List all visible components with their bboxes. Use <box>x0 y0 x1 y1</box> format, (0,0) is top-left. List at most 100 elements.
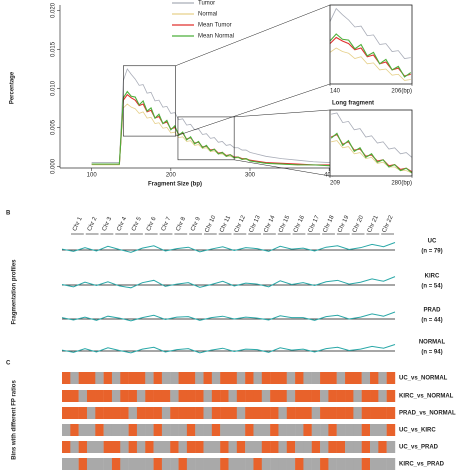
heat-cell <box>345 458 354 470</box>
inset-x-tick-label: 206(bp) <box>391 89 412 95</box>
heat-cell <box>286 424 296 436</box>
heat-cell <box>253 372 262 384</box>
heat-cell <box>203 458 213 470</box>
heat-cell <box>62 458 71 470</box>
heat-cell <box>386 390 396 402</box>
heat-cell <box>320 458 329 470</box>
heat-cell <box>320 424 329 436</box>
profile-line <box>61 343 396 354</box>
heat-cell <box>120 407 129 419</box>
heat-cell <box>370 441 379 453</box>
heat-cell <box>345 441 354 453</box>
inset-x-tick-label: 280(bp) <box>391 181 412 187</box>
chromosome-label: Chr 6 <box>146 216 158 232</box>
inset-series-line <box>329 47 411 81</box>
inset-background <box>330 5 412 84</box>
heat-cell <box>336 441 346 453</box>
zoom-connector <box>175 83 331 137</box>
heat-cell <box>70 441 79 453</box>
heat-cell <box>186 407 196 419</box>
heat-cell <box>111 372 121 384</box>
heat-cell <box>378 390 387 402</box>
chromosome-label: Chr 16 <box>293 214 306 233</box>
chromosome-label: Chr 8 <box>176 216 188 232</box>
heat-cell <box>286 390 296 402</box>
heat-cell <box>261 390 271 402</box>
heat-cell <box>353 372 362 384</box>
heat-cell <box>345 372 354 384</box>
heat-cell <box>270 407 279 419</box>
heat-cell <box>120 372 129 384</box>
heat-cell <box>303 441 312 453</box>
heat-cell <box>253 424 262 436</box>
chromosome-label: Chr 20 <box>352 214 365 233</box>
heat-cell <box>86 458 96 470</box>
y-tick-label: 0.015 <box>51 41 57 57</box>
inset-x-tick-label: 209 <box>330 181 341 187</box>
heat-cell <box>111 458 121 470</box>
heat-cell <box>361 458 371 470</box>
x-tick-label: 400 <box>324 173 335 179</box>
heat-cell <box>311 441 321 453</box>
heat-cell <box>345 424 354 436</box>
heat-cell <box>378 458 387 470</box>
x-tick-label: 300 <box>245 173 256 179</box>
heat-cell <box>186 372 196 384</box>
heat-cell <box>278 458 287 470</box>
heat-cell <box>370 458 379 470</box>
heat-cell <box>220 372 229 384</box>
group-count: (n = 54) <box>421 284 442 290</box>
heat-cell <box>378 372 387 384</box>
heat-cell <box>203 407 213 419</box>
heat-cell <box>278 424 287 436</box>
heat-cell <box>170 458 179 470</box>
heat-cell <box>286 441 296 453</box>
heat-cell <box>245 458 254 470</box>
inset-series-line <box>330 132 413 174</box>
heat-cell <box>95 441 104 453</box>
chromosome-label: Chr 21 <box>367 214 380 233</box>
heat-cell <box>211 441 221 453</box>
heat-cell <box>303 390 312 402</box>
inset-title: Long fragment <box>332 101 374 107</box>
heat-cell <box>278 407 287 419</box>
row-label: UC_vs_PRAD <box>399 445 439 451</box>
heat-cell <box>145 424 154 436</box>
row-label: UC_vs_KIRC <box>399 428 436 434</box>
heat-cell <box>128 372 138 384</box>
zoom-connector <box>234 159 331 177</box>
heat-cell <box>245 407 254 419</box>
chromosome-label: Chr 11 <box>219 214 232 233</box>
heat-cell <box>328 458 337 470</box>
heat-cell <box>145 458 154 470</box>
heat-cell <box>328 390 337 402</box>
series-line <box>91 93 346 167</box>
heat-cell <box>170 372 179 384</box>
inset-series-line <box>331 112 413 158</box>
zoom-box <box>123 65 176 137</box>
heat-cell <box>253 458 262 470</box>
heat-cell <box>128 441 138 453</box>
heat-cell <box>220 424 229 436</box>
heat-cell <box>336 407 346 419</box>
zoom-connector <box>175 4 331 66</box>
heat-cell <box>136 424 146 436</box>
heat-cell <box>236 424 246 436</box>
inset-x-tick-label: 140 <box>330 89 341 95</box>
heat-cell <box>295 458 304 470</box>
heat-cell <box>270 390 279 402</box>
heat-cell <box>186 424 196 436</box>
heat-cell <box>253 441 262 453</box>
heat-cell <box>211 424 221 436</box>
inset-series-line <box>329 36 411 77</box>
inset-series-line <box>329 33 412 78</box>
chromosome-label: Chr 14 <box>263 214 276 233</box>
heat-cell <box>386 458 396 470</box>
series-line <box>91 68 346 164</box>
heat-cell <box>345 390 354 402</box>
chromosome-label: Chr 2 <box>87 216 99 232</box>
x-tick-label: 200 <box>166 173 177 179</box>
group-name: UC <box>428 239 437 245</box>
heat-cell <box>128 407 138 419</box>
y-axis-label: Fragmentation profiles <box>12 259 18 325</box>
